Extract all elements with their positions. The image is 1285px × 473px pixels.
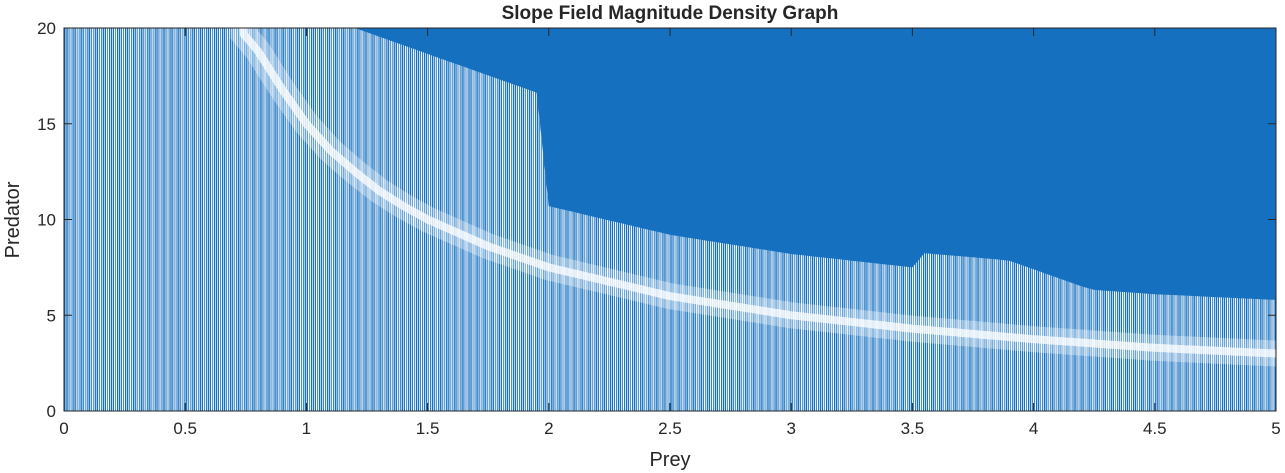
y-tick-label: 20 (37, 19, 56, 38)
x-tick-label: 4 (1029, 419, 1038, 438)
x-tick-label: 5 (1271, 419, 1280, 438)
low-density-curve (239, 28, 1276, 358)
x-tick-label: 3.5 (901, 419, 925, 438)
x-tick-label: 2 (544, 419, 553, 438)
y-axis-label: Predator (2, 181, 24, 258)
x-tick-label: 1.5 (416, 419, 440, 438)
x-tick-label: 0.5 (173, 419, 197, 438)
y-tick-label: 15 (37, 115, 56, 134)
density-field (64, 28, 1276, 411)
x-tick-label: 0 (59, 419, 68, 438)
y-tick-label: 0 (47, 402, 56, 421)
x-axis: 0 0.5 1 1.5 2 2.5 3 3.5 4 4.5 5 (59, 28, 1281, 438)
x-tick-label: 4.5 (1143, 419, 1167, 438)
x-tick-label: 2.5 (658, 419, 682, 438)
x-axis-label: Prey (649, 449, 690, 471)
x-tick-label: 1 (302, 419, 311, 438)
y-axis: 0 5 10 15 20 (37, 19, 1276, 421)
x-tick-label: 3 (786, 419, 795, 438)
y-tick-label: 5 (47, 306, 56, 325)
dense-upper-region (354, 28, 1276, 300)
y-tick-label: 10 (37, 211, 56, 230)
field-stripes (64, 28, 1276, 411)
chart-title: Slope Field Magnitude Density Graph (502, 3, 839, 24)
